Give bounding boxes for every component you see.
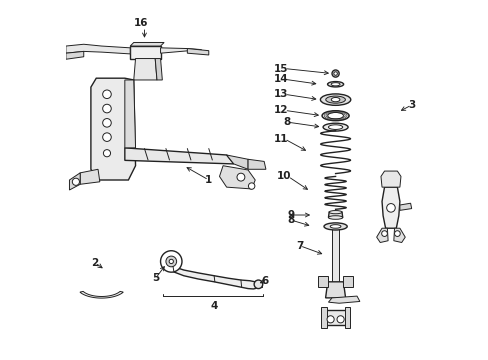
Polygon shape [226,155,247,169]
Polygon shape [130,46,160,59]
Polygon shape [165,257,258,289]
Polygon shape [344,307,349,328]
Circle shape [394,231,400,237]
Ellipse shape [331,98,339,102]
Circle shape [248,183,254,189]
Text: 7: 7 [295,241,303,251]
Polygon shape [69,173,80,190]
Circle shape [326,316,333,323]
Ellipse shape [328,216,342,219]
Polygon shape [381,187,399,228]
Ellipse shape [330,83,339,86]
Circle shape [102,90,111,99]
Text: 4: 4 [210,301,217,311]
Polygon shape [317,276,327,287]
Text: 14: 14 [273,74,287,84]
Text: 3: 3 [407,100,414,110]
Text: 8: 8 [283,117,290,127]
Polygon shape [155,59,162,80]
Text: 15: 15 [273,64,287,73]
Polygon shape [134,59,157,80]
Text: 5: 5 [152,273,159,283]
Circle shape [102,104,111,113]
Text: 11: 11 [273,134,287,144]
Ellipse shape [322,111,348,121]
Circle shape [165,256,176,267]
Text: 16: 16 [133,18,148,28]
Polygon shape [160,48,201,53]
Polygon shape [328,296,359,303]
Ellipse shape [320,94,350,105]
Polygon shape [124,148,233,164]
Ellipse shape [327,112,343,119]
Circle shape [336,316,344,323]
Polygon shape [343,276,353,287]
Circle shape [160,251,182,272]
Polygon shape [328,212,342,217]
Ellipse shape [327,82,343,87]
Ellipse shape [324,223,346,230]
Polygon shape [380,171,400,187]
Polygon shape [324,310,346,325]
Polygon shape [376,228,387,243]
Polygon shape [80,169,100,184]
Polygon shape [80,291,123,298]
Text: 2: 2 [91,258,99,268]
Text: 6: 6 [261,276,268,286]
Circle shape [169,259,173,264]
Ellipse shape [323,123,347,131]
Text: 1: 1 [205,175,212,185]
Circle shape [102,133,111,141]
Polygon shape [255,282,261,287]
Text: 13: 13 [273,89,287,99]
Polygon shape [66,44,130,54]
Circle shape [102,118,111,127]
Polygon shape [219,166,255,189]
Polygon shape [91,78,135,180]
Circle shape [331,70,339,77]
Circle shape [254,280,262,289]
Ellipse shape [325,96,345,103]
Circle shape [237,173,244,181]
Polygon shape [247,159,265,169]
Text: 12: 12 [273,105,287,115]
Polygon shape [130,42,164,46]
Polygon shape [187,49,208,55]
Text: 9: 9 [287,210,294,220]
Polygon shape [325,282,345,298]
Ellipse shape [329,225,340,228]
Circle shape [386,203,394,212]
Text: 10: 10 [277,171,291,181]
Circle shape [333,72,337,75]
Ellipse shape [328,211,341,214]
Text: 8: 8 [286,215,294,225]
Polygon shape [66,51,83,59]
Polygon shape [124,80,135,148]
Polygon shape [321,307,326,328]
Ellipse shape [328,125,342,130]
Circle shape [103,150,110,157]
Circle shape [72,178,80,185]
Polygon shape [399,203,411,210]
Polygon shape [393,228,405,243]
Circle shape [381,231,386,237]
Polygon shape [331,228,339,284]
